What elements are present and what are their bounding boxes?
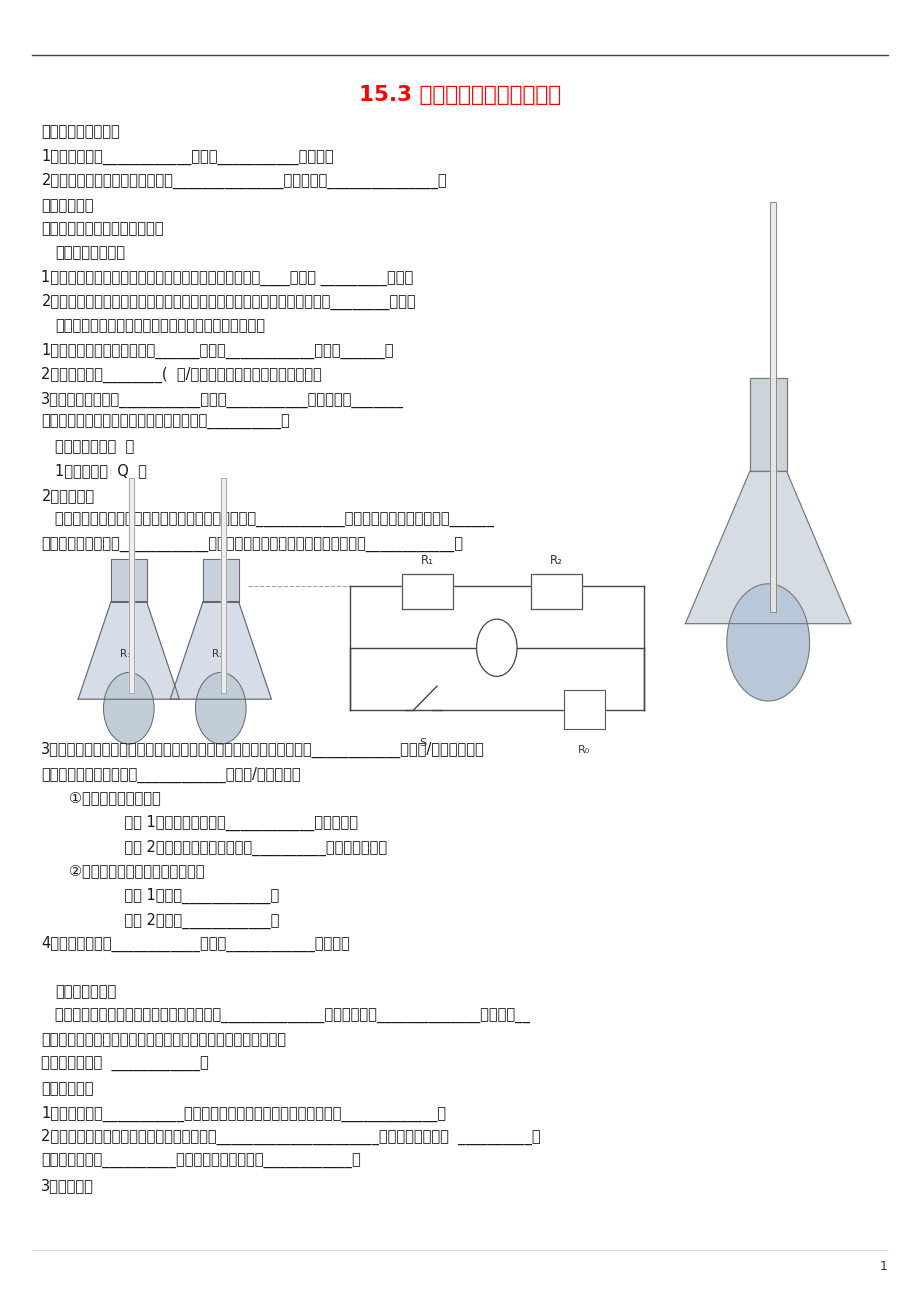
Polygon shape [563, 690, 605, 729]
Text: 【实验探究】: 【实验探究】 [41, 198, 94, 214]
Text: 1、如图，电阴丝发热，放出______，煎油____________，温度______。: 1、如图，电阴丝发热，放出______，煎油____________，温度___… [41, 342, 393, 358]
Text: 4、步骤三：延长____________，观测____________的变化。: 4、步骤三：延长____________，观测____________的变化。 [41, 936, 350, 952]
Text: R₂: R₂ [550, 555, 562, 568]
Text: A: A [492, 642, 501, 654]
Text: 相等，所以应将它们____________在电路中。此外还应控制它们的通电时间____________。: 相等，所以应将它们____________在电路中。此外还应控制它们的通电时间_… [41, 538, 463, 553]
Text: 1、电热器：将____________转化为___________的装置。: 1、电热器：将____________转化为___________的装置。 [41, 148, 334, 164]
Polygon shape [129, 478, 134, 693]
Text: S: S [419, 738, 426, 749]
Circle shape [103, 673, 154, 743]
Polygon shape [111, 559, 146, 602]
Circle shape [195, 673, 246, 743]
Text: 正比，与通电的__________成正比。这个规律叫做____________。: 正比，与通电的__________成正比。这个规律叫做____________。 [41, 1154, 361, 1169]
Text: 一、探究影响电流热效应的因素: 一、探究影响电流热效应的因素 [41, 221, 164, 237]
Text: 1、把握变量  Q  ｛: 1、把握变量 Q ｛ [55, 464, 147, 479]
Text: （三）进行实验  ｛: （三）进行实验 ｛ [55, 439, 134, 454]
Circle shape [726, 583, 809, 700]
Text: 方案 1：改变____________；: 方案 1：改变____________； [92, 888, 279, 904]
Text: ①怎样做到阴值相等？: ①怎样做到阴值相等？ [55, 790, 161, 806]
Polygon shape [769, 202, 775, 612]
Text: （四）实验结论: （四）实验结论 [55, 984, 117, 1000]
Polygon shape [203, 559, 238, 602]
Text: 【观察思考】电热器: 【观察思考】电热器 [41, 124, 120, 139]
Text: 在研究导体放出热量与电阴的关系时，可以选择两个____________阴值的电阴丝，控制它们的______: 在研究导体放出热量与电阴的关系时，可以选择两个____________阴值的电阴… [41, 513, 494, 529]
Polygon shape [685, 471, 850, 624]
Text: R₁: R₁ [119, 648, 130, 659]
Text: 来比较电阴丝发热量的多少。这种方法称为__________。: 来比较电阴丝发热量的多少。这种方法称为__________。 [41, 415, 289, 431]
Text: 15.3 电热器　　电流的热效应: 15.3 电热器 电流的热效应 [358, 85, 561, 104]
Text: 电流通过电阴丝时产生的热量与导体本身的______________、通过导体的______________以及通电__: 电流通过电阴丝时产生的热量与导体本身的______________、通过导体的_… [41, 1009, 529, 1025]
Text: 方案 2：利用____________。: 方案 2：利用____________。 [92, 913, 279, 928]
Text: 2、现象：电饭锅发热，而插头和导线却几乎不发热。说明电流的热效应与________有关。: 2、现象：电饭锅发热，而插头和导线却几乎不发热。说明电流的热效应与_______… [41, 294, 415, 310]
Text: 方案 2：可观测同一根电阴丝在__________电流下的情况。: 方案 2：可观测同一根电阴丝在__________电流下的情况。 [92, 840, 387, 855]
Text: 2、电流的热效应：这种通电导体_______________的现象称为_______________。: 2、电流的热效应：这种通电导体_______________的现象称为_____… [41, 173, 447, 189]
Polygon shape [749, 378, 786, 471]
Text: ②怎样改变电阴丝中的电流大小？: ②怎样改变电阴丝中的电流大小？ [55, 863, 205, 879]
Text: 3、方法：通过比较___________质量的___________液体温度的_______: 3、方法：通过比较___________质量的___________液体温度的_… [41, 392, 404, 408]
Text: （二）实验设计：怎样比较通电导体产生热量的多少？: （二）实验设计：怎样比较通电导体产生热量的多少？ [55, 318, 265, 333]
Circle shape [476, 618, 516, 676]
Text: 方案 1：可选择两个阴值____________的电阴丝。: 方案 1：可选择两个阴值____________的电阴丝。 [92, 815, 357, 831]
Polygon shape [221, 478, 226, 693]
Polygon shape [531, 574, 581, 609]
Polygon shape [403, 574, 453, 609]
Text: 使通过电阴丝的电流大小____________（相同/不相同）。: 使通过电阴丝的电流大小____________（相同/不相同）。 [41, 767, 301, 783]
Text: R₂: R₂ [211, 648, 222, 659]
Text: （一）猜想与假设: （一）猜想与假设 [55, 245, 125, 260]
Text: 有关。导体的电阴越大、通过导体的电流越大、通电时间越长，: 有关。导体的电阴越大、通过导体的电流越大、通电时间越长， [41, 1032, 286, 1048]
Text: 2、煎油的质量________(  会/不会）影响煎油温度升高的快慢。: 2、煎油的质量________( 会/不会）影响煎油温度升高的快慢。 [41, 367, 322, 383]
Text: 2、焦耳定律：电流通过导体时产生的热量与______________________成正比，与导体的  __________成: 2、焦耳定律：电流通过导体时产生的热量与____________________… [41, 1129, 540, 1144]
Text: 导体产生的热量  ____________。: 导体产生的热量 ____________。 [41, 1057, 209, 1073]
Text: 3、步骤二：要研究导体放出热量与电流的关系时，应使电阴丝的阴值____________（相等/不相等），而: 3、步骤二：要研究导体放出热量与电流的关系时，应使电阴丝的阴值_________… [41, 742, 484, 758]
Text: 1、英国科学家___________首先得出了导体放出热量的定量关系式：_____________，: 1、英国科学家___________首先得出了导体放出热量的定量关系式：____… [41, 1105, 446, 1121]
Text: 1、现象：通电时才会发热，不通电不发热。说明电流的____效应与 _________有关。: 1、现象：通电时才会发热，不通电不发热。说明电流的____效应与 _______… [41, 270, 414, 285]
Text: R₀: R₀ [577, 745, 590, 755]
Text: 3、理论推导: 3、理论推导 [41, 1178, 94, 1194]
Polygon shape [170, 602, 271, 699]
Text: 1: 1 [879, 1260, 887, 1273]
Text: 二、焦耳定律: 二、焦耳定律 [41, 1081, 94, 1096]
Text: R₁: R₁ [421, 555, 434, 568]
Text: 2、步骤一：: 2、步骤一： [41, 488, 95, 504]
Polygon shape [78, 602, 179, 699]
